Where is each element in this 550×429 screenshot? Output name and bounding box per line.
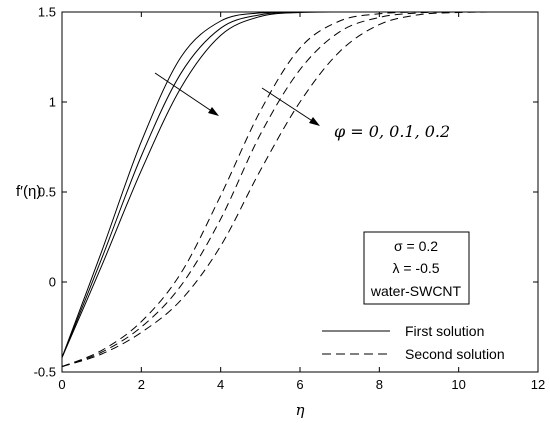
- second-solution-curve-0: [61, 11, 459, 368]
- phi-annotation: φ = 0, 0.1, 0.2: [334, 122, 450, 141]
- y-tick-label-0: -0.5: [34, 365, 56, 380]
- y-axis-label: f′(η): [16, 183, 41, 200]
- x-tick-label-4: 8: [376, 377, 383, 392]
- legend: First solution Second solution: [322, 323, 505, 362]
- second-solution-curve-1: [61, 11, 499, 368]
- x-tick-label-6: 12: [531, 377, 545, 392]
- x-tick-label-2: 4: [217, 377, 224, 392]
- arrow-second-solution: [261, 87, 318, 125]
- first-solution-curve-2: [61, 11, 499, 358]
- y-tick-label-4: 1.5: [38, 5, 56, 20]
- first-solution-curve-1: [61, 11, 380, 358]
- parameters-box: [363, 231, 470, 305]
- first-solution-curve-0: [61, 11, 340, 358]
- y-tick-label-2: 0.5: [38, 185, 56, 200]
- x-tick-label-5: 10: [451, 377, 465, 392]
- legend-label-first: First solution: [405, 323, 484, 339]
- x-tick-label-3: 6: [296, 377, 303, 392]
- curves-layer: [61, 11, 538, 368]
- param-sigma: σ = 0.2: [394, 238, 438, 254]
- ticks-layer: 0 2 4 6 8 10 12-0.500.511.5: [34, 5, 546, 393]
- x-tick-label-0: 0: [58, 377, 65, 392]
- param-fluid: water-SWCNT: [370, 283, 462, 299]
- x-axis-label: η: [296, 401, 305, 419]
- arrowhead-second-solution: [309, 117, 320, 126]
- arrow-first-solution: [154, 72, 217, 115]
- y-tick-label-3: 1: [49, 95, 56, 110]
- trend-arrows: [154, 72, 320, 126]
- y-tick-label-1: 0: [49, 275, 56, 290]
- x-tick-label-1: 2: [138, 377, 145, 392]
- param-lambda: λ = -0.5: [392, 260, 439, 276]
- legend-label-second: Second solution: [405, 346, 505, 362]
- plot-frame: [61, 11, 539, 373]
- arrowhead-first-solution: [208, 107, 219, 116]
